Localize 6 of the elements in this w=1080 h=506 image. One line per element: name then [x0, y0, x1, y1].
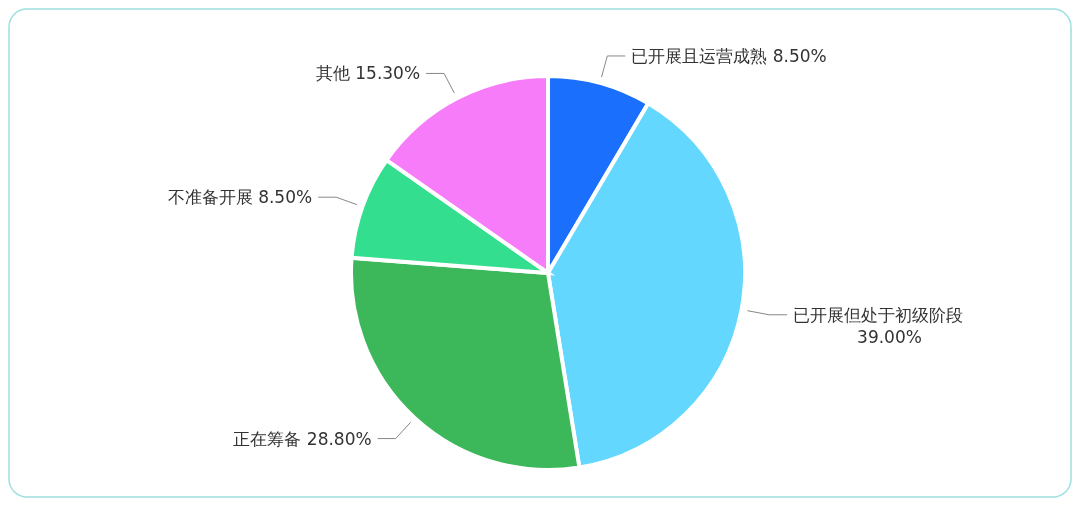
data-label: 39.00% [857, 326, 922, 347]
slice-label: 已开展且运营成熟 8.50% [631, 45, 827, 66]
slice-label: 其他 15.30% [315, 63, 421, 84]
slice-label: 正在筹备 28.80% [233, 428, 372, 449]
slice-label: 已开展但处于初级阶段 [793, 304, 964, 325]
slice-label: 不准备开展 8.50% [167, 187, 313, 208]
